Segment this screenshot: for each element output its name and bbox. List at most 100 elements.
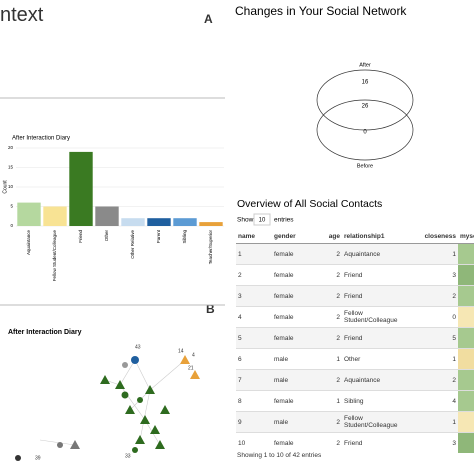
table-cell: Aquaintance <box>342 243 414 265</box>
node-label: 39 <box>35 455 41 461</box>
x-tick-label: Parent <box>156 229 161 243</box>
edges <box>39 359 186 446</box>
bar <box>17 202 41 226</box>
table-cell: male <box>272 411 314 433</box>
chart-title: After Interaction Diary <box>12 136 70 142</box>
table-cell: 0 <box>414 306 458 328</box>
x-tick-label: Sibling <box>182 230 187 244</box>
column-header[interactable]: age <box>314 230 342 244</box>
table-cell: female <box>272 243 314 265</box>
length-select[interactable] <box>253 213 271 226</box>
table-cell: 1 <box>414 243 458 265</box>
table-cell: Friend <box>342 285 414 307</box>
venn-set <box>316 99 414 161</box>
color-cell <box>458 390 474 412</box>
color-cell <box>458 243 474 265</box>
table-footer: Showing 1 to 10 of 42 entries <box>237 452 322 459</box>
table-cell: Friend <box>342 264 414 286</box>
table-row: 4 female 2 Fellow Student/Colleague 0 <box>236 306 474 328</box>
column-header[interactable]: myself <box>458 230 474 244</box>
table-cell: Fellow Student/Colleague <box>342 411 414 433</box>
y-tick-label: 20 <box>8 145 14 150</box>
table-title: Overview of All Social Contacts <box>237 198 382 210</box>
x-tick-label: Other <box>104 230 109 242</box>
x-tick-label: Fellow Student/Colleague <box>52 230 57 282</box>
table-cell: 4 <box>236 306 272 328</box>
node-label: 43 <box>135 344 141 350</box>
page-title: ntext <box>0 4 44 26</box>
node-label: 4 <box>192 352 195 358</box>
color-cell <box>458 348 474 370</box>
table-cell: 5 <box>236 327 272 349</box>
x-tick-label: Teacher/Superior <box>208 230 213 265</box>
bar <box>173 218 197 226</box>
column-header[interactable]: gender <box>272 230 314 244</box>
venn-set <box>316 69 414 131</box>
table-cell: 2 <box>314 285 342 307</box>
table-cell: Fellow Student/Colleague <box>342 306 414 328</box>
table-cell: Friend <box>342 327 414 349</box>
nodes <box>15 355 200 461</box>
table-cell: 2 <box>314 306 342 328</box>
right-panel: Changes in Your Social Network Overview … <box>235 4 414 226</box>
table-cell: 1 <box>414 411 458 433</box>
bar <box>69 151 93 226</box>
bar <box>95 206 119 226</box>
table-cell: 5 <box>414 327 458 349</box>
table-cell: 1 <box>236 243 272 265</box>
network-title: After Interaction Diary <box>8 329 82 336</box>
node-label: 21 <box>188 365 194 371</box>
panel-label: A <box>204 12 213 26</box>
y-tick-label: 15 <box>8 165 14 170</box>
table-row: 5 female 2 Friend 5 <box>236 327 474 349</box>
y-tick-label: 5 <box>10 204 13 209</box>
column-header[interactable]: name <box>236 230 272 244</box>
venn-count: 26 <box>362 104 369 110</box>
color-cell <box>458 369 474 391</box>
table-row: 3 female 2 Friend 2 <box>236 285 474 307</box>
venn-set-label: After <box>359 62 371 68</box>
table-cell: 6 <box>236 348 272 370</box>
table-row: 1 female 2 Aquaintance 1 <box>236 243 474 265</box>
length-value[interactable]: 10 <box>259 218 266 224</box>
y-tick-label: 10 <box>8 184 14 189</box>
venn-set-label: Before <box>357 163 373 169</box>
entries-label: entries <box>274 217 294 224</box>
color-cell <box>458 411 474 433</box>
table-wrap: namegenderagerelationship1closenessmysel… <box>236 230 474 453</box>
bar <box>43 206 67 226</box>
table-cell: Friend <box>342 432 414 453</box>
table-cell: 1 <box>314 390 342 412</box>
x-tick-label: Aquaintance <box>26 230 31 256</box>
table-row: 8 female 1 Sibling 4 <box>236 390 474 412</box>
contacts-table: namegenderagerelationship1closenessmysel… <box>236 230 474 453</box>
table-cell: 2 <box>314 411 342 433</box>
table-cell: 3 <box>414 264 458 286</box>
table-cell: female <box>272 390 314 412</box>
table-cell: female <box>272 306 314 328</box>
color-cell <box>458 285 474 307</box>
x-tick-label: Other Relative <box>130 230 135 259</box>
chart-title: Changes in Your Social Network <box>235 4 407 18</box>
network: After Interaction Diary 43 14 4 21 33 39 <box>8 329 200 461</box>
table-cell: female <box>272 432 314 453</box>
table-cell: 1 <box>314 348 342 370</box>
color-cell <box>458 432 474 453</box>
table-row: 2 female 2 Friend 3 <box>236 264 474 286</box>
table-cell: 10 <box>236 432 272 453</box>
column-header[interactable]: relationship1 <box>342 230 414 244</box>
color-cell <box>458 327 474 349</box>
table-cell: male <box>272 348 314 370</box>
bar <box>147 218 171 226</box>
color-cell <box>458 306 474 328</box>
table-cell: male <box>272 369 314 391</box>
venn-count: 0 <box>363 130 367 136</box>
table-cell: 7 <box>236 369 272 391</box>
node-label: 14 <box>178 348 184 354</box>
column-header[interactable]: closeness <box>414 230 458 244</box>
table-cell: 3 <box>414 432 458 453</box>
table-cell: 2 <box>236 264 272 286</box>
table-cell: Sibling <box>342 390 414 412</box>
x-tick-label: Friend <box>78 230 83 243</box>
table-cell: 4 <box>414 390 458 412</box>
